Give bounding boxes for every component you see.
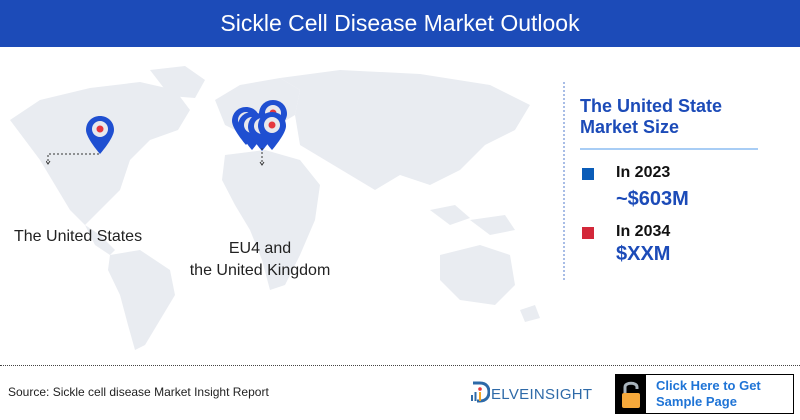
logo-text: ELVEINSIGHT — [491, 386, 593, 403]
stat-2023: In 2023 ~$603M — [580, 164, 770, 211]
eu-label-line2: the United Kingdom — [189, 262, 331, 279]
us-connector-line — [46, 153, 99, 165]
sample-page-button[interactable]: Click Here to Get Sample Page — [615, 374, 794, 414]
map-pin-icon[interactable] — [258, 112, 286, 150]
panel-title-line2: Market Size — [580, 117, 680, 137]
us-region-label: The United States — [14, 228, 143, 245]
cta-line1: Click Here to Get — [656, 378, 761, 393]
panel-title: The United State Market Size — [580, 96, 770, 138]
unlock-icon — [616, 375, 646, 413]
red-square-icon — [582, 227, 594, 239]
page-header: Sickle Cell Disease Market Outlook — [0, 0, 800, 47]
panel-divider — [580, 148, 758, 150]
delveinsight-logo-icon — [471, 381, 490, 403]
stat-value: ~$603M — [616, 188, 689, 210]
page-title: Sickle Cell Disease Market Outlook — [220, 10, 580, 36]
eu-region-label: EU4 and the United Kingdom — [180, 238, 340, 282]
market-size-panel: The United State Market Size In 2023 ~$6… — [580, 96, 770, 266]
stat-2034: In 2034 $XXM — [580, 223, 770, 266]
vertical-divider — [563, 82, 565, 280]
stat-year: In 2023 — [616, 164, 671, 181]
source-note: Source: Sickle cell disease Market Insig… — [8, 385, 269, 399]
blue-square-icon — [582, 168, 594, 180]
eu-connector-arrow — [259, 148, 265, 166]
eu-label-line1: EU4 and — [228, 240, 292, 257]
footer-divider — [0, 365, 800, 366]
stat-year: In 2034 — [616, 223, 671, 240]
cta-line2: Sample Page — [656, 394, 737, 409]
delveinsight-logo[interactable]: ELVEINSIGHT — [470, 381, 592, 403]
map-pin-icon[interactable] — [86, 116, 114, 154]
stat-value: $XXM — [616, 243, 671, 265]
cta-text[interactable]: Click Here to Get Sample Page — [646, 375, 793, 413]
panel-title-line1: The United State — [580, 96, 723, 116]
world-map: The United States EU4 and the United Kin… — [0, 60, 560, 350]
